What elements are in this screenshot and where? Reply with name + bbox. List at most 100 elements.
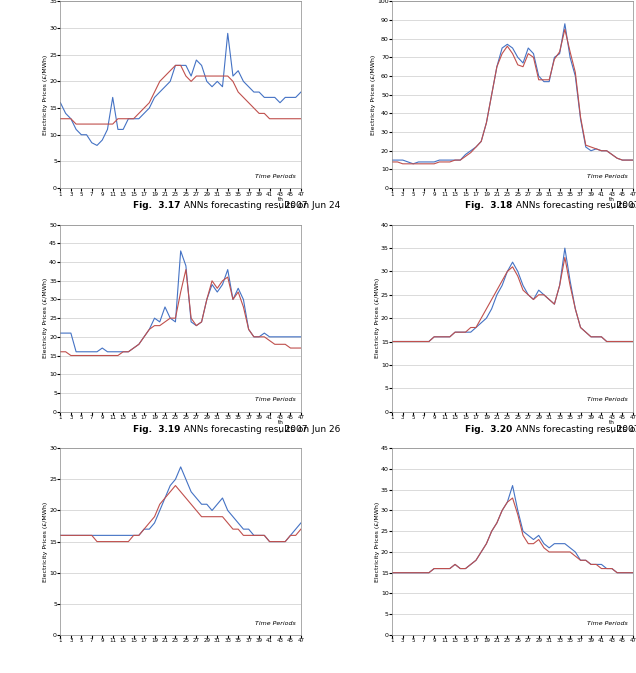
Forecasting Price [498,50,506,58]
Forecasting Price [182,266,190,274]
Forecasting Price [276,341,284,349]
Forecasting Price [483,305,490,313]
Forecasting Price [208,72,216,80]
Real Price [224,30,232,38]
Forecasting Price [535,76,543,84]
Forecasting Price [114,114,121,122]
Forecasting Price [431,160,438,168]
Real Price [156,88,163,96]
Forecasting Price [389,337,396,345]
Forecasting Price [561,548,569,556]
Real Price [519,59,527,67]
Real Price [399,156,406,164]
Text: , 2007: , 2007 [611,201,636,210]
Real Price [598,561,605,569]
Real Price [297,519,305,527]
Forecasting Price [188,314,195,322]
Forecasting Price [235,525,242,533]
Real Price [389,337,396,345]
Forecasting Price [182,72,190,80]
Real Price [104,531,111,539]
Forecasting Price [404,337,412,345]
Forecasting Price [483,540,490,548]
Real Price [624,156,632,164]
Forecasting Price [545,295,553,304]
Real Price [572,305,579,313]
Forecasting Price [519,63,527,71]
Forecasting Price [394,158,401,166]
Real Price [572,548,579,556]
Forecasting Price [214,284,221,292]
Real Price [472,556,480,564]
Real Price [629,569,636,577]
Real Price [78,348,85,356]
Real Price [109,348,116,356]
Forecasting Price [415,160,422,168]
Forecasting Price [410,569,417,577]
Real Price [493,519,501,527]
Forecasting Price [67,351,74,359]
Real Price [130,114,137,122]
Real Price [394,569,401,577]
Real Price [498,281,506,289]
Real Price [245,83,252,91]
Forecasting Price [67,114,74,122]
Forecasting Price [608,565,616,573]
Real Price [93,531,101,539]
Text: ANNs forecasting results on Jun 27: ANNs forecasting results on Jun 27 [513,425,636,433]
Real Price [556,540,563,548]
Real Price [488,305,495,313]
Forecasting Price [198,318,205,326]
Forecasting Price [556,281,563,289]
Forecasting Price [99,538,106,546]
Real Price [472,143,480,151]
Real Price [151,314,158,322]
Real Price [535,286,543,294]
Forecasting Price [399,569,406,577]
Forecasting Price [114,538,121,546]
Real Price [592,332,600,341]
Forecasting Price [141,104,148,112]
Forecasting Price [619,337,626,345]
Real Price [261,531,268,539]
Forecasting Price [104,538,111,546]
Real Price [125,348,132,356]
Real Price [161,83,169,91]
Forecasting Price [436,565,443,573]
Forecasting Price [177,288,184,296]
Real Price [78,131,85,139]
Real Price [120,348,127,356]
Real Price [208,506,216,514]
Real Price [410,569,417,577]
Forecasting Price [410,337,417,345]
Forecasting Price [83,531,90,539]
Real Price [525,44,532,52]
Real Price [177,247,184,255]
Forecasting Price [250,332,258,341]
Y-axis label: Electricity Prices (£/MWh): Electricity Prices (£/MWh) [43,501,48,581]
Real Price [99,136,106,144]
Forecasting Price [488,527,495,535]
Real Price [446,156,453,164]
Real Price [592,561,600,569]
Real Price [556,281,563,289]
Forecasting Price [287,344,294,352]
Forecasting Price [135,109,142,117]
Real Price [141,332,148,341]
Real Price [255,88,263,96]
Real Price [551,540,558,548]
Real Price [462,151,469,159]
Real Price [561,244,569,252]
Real Price [198,61,205,69]
Real Price [582,556,590,564]
Forecasting Price [245,99,252,107]
Forecasting Price [161,318,169,326]
Forecasting Price [276,114,284,122]
Forecasting Price [255,109,263,117]
Real Price [624,337,632,345]
Real Price [240,295,247,304]
Real Price [271,332,279,341]
Real Price [483,540,490,548]
Forecasting Price [266,336,273,345]
Real Price [545,544,553,552]
